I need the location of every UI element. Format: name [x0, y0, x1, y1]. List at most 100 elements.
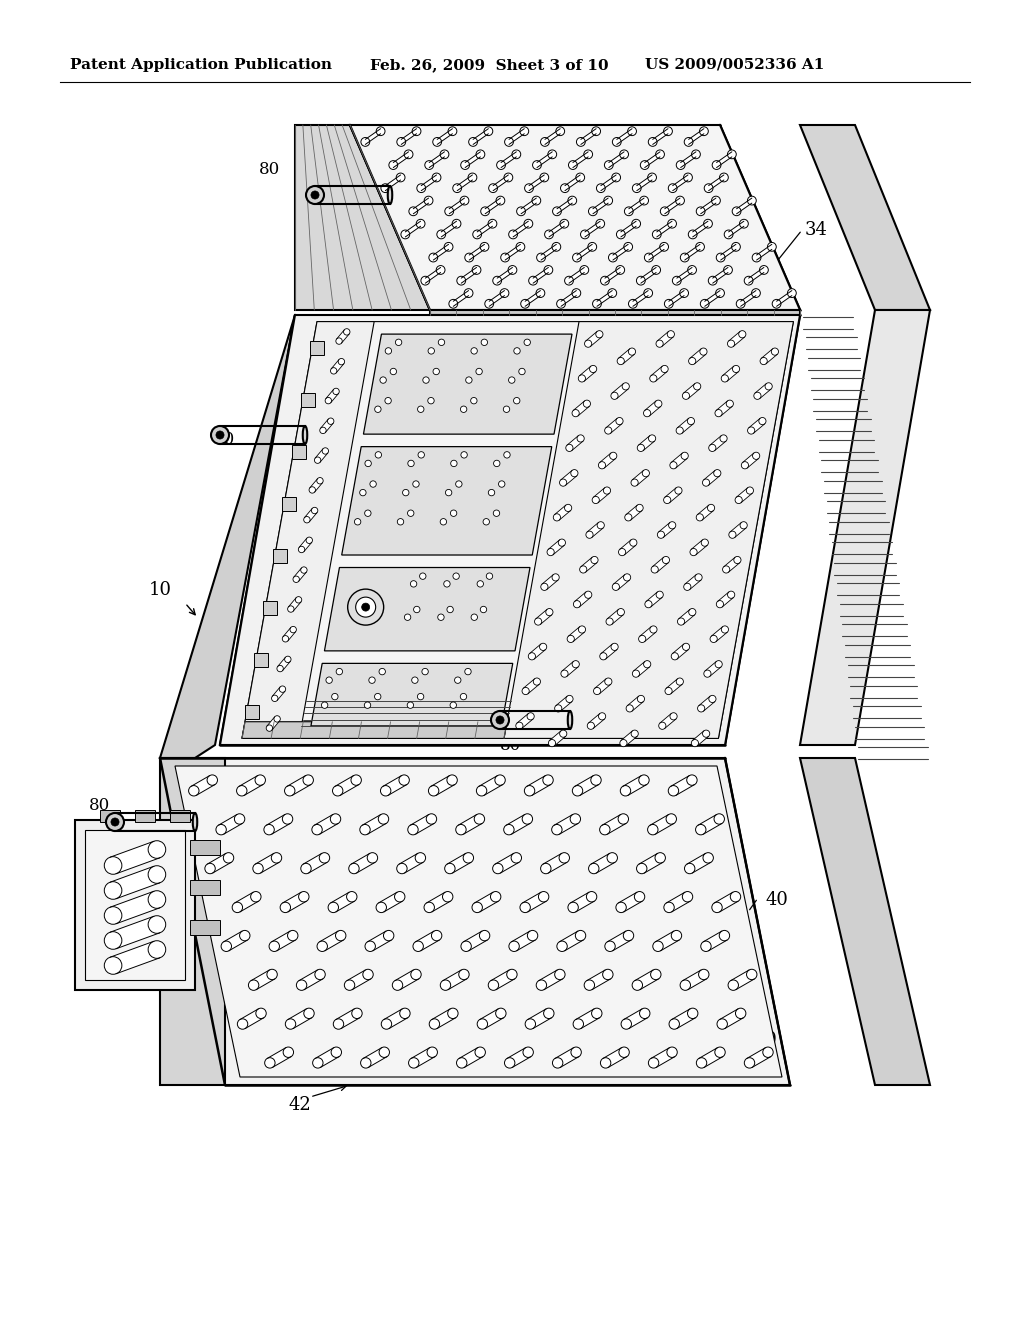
Circle shape [664, 127, 673, 136]
Polygon shape [749, 418, 765, 433]
Circle shape [618, 1047, 630, 1057]
Circle shape [408, 825, 418, 834]
Polygon shape [657, 331, 673, 346]
Circle shape [522, 813, 532, 824]
Circle shape [299, 891, 309, 902]
Circle shape [651, 566, 658, 573]
Circle shape [444, 863, 455, 874]
Circle shape [675, 487, 682, 494]
Circle shape [255, 775, 265, 785]
Circle shape [494, 461, 500, 467]
Circle shape [465, 668, 471, 675]
Circle shape [298, 546, 305, 553]
Circle shape [238, 1019, 248, 1030]
Circle shape [549, 739, 556, 747]
Circle shape [729, 531, 736, 539]
Circle shape [322, 702, 328, 709]
Circle shape [611, 643, 618, 651]
Polygon shape [170, 810, 190, 822]
Circle shape [306, 537, 312, 544]
Polygon shape [160, 758, 790, 1085]
Text: 10: 10 [148, 581, 171, 599]
Circle shape [314, 457, 321, 463]
Circle shape [754, 392, 761, 400]
Circle shape [629, 300, 637, 308]
Circle shape [413, 480, 419, 487]
Circle shape [461, 451, 467, 458]
Polygon shape [521, 198, 537, 214]
Text: 34: 34 [805, 220, 827, 239]
Circle shape [375, 407, 381, 412]
Circle shape [676, 161, 685, 169]
Circle shape [546, 609, 553, 615]
Polygon shape [425, 268, 440, 284]
Circle shape [712, 161, 721, 169]
Circle shape [668, 330, 675, 338]
Circle shape [368, 853, 378, 863]
Polygon shape [742, 453, 759, 469]
Circle shape [771, 348, 778, 355]
Circle shape [442, 891, 453, 902]
Circle shape [460, 197, 469, 205]
Circle shape [505, 1057, 515, 1068]
Circle shape [573, 1019, 584, 1030]
Circle shape [611, 173, 621, 182]
Polygon shape [283, 496, 296, 511]
Polygon shape [736, 488, 753, 503]
Circle shape [600, 276, 609, 285]
Circle shape [460, 693, 467, 700]
Polygon shape [572, 152, 588, 168]
Circle shape [651, 265, 660, 275]
Circle shape [688, 358, 695, 364]
Circle shape [555, 705, 562, 711]
Polygon shape [529, 176, 545, 190]
Circle shape [553, 1057, 563, 1068]
Polygon shape [315, 449, 328, 462]
Circle shape [703, 671, 711, 677]
Circle shape [571, 1047, 582, 1057]
Circle shape [276, 665, 284, 672]
Circle shape [555, 969, 565, 979]
Circle shape [148, 891, 166, 908]
Circle shape [409, 207, 418, 215]
Polygon shape [283, 627, 296, 640]
Polygon shape [110, 841, 160, 874]
Circle shape [631, 479, 638, 486]
Polygon shape [437, 128, 453, 144]
Circle shape [609, 453, 616, 459]
Circle shape [531, 197, 541, 205]
Circle shape [715, 409, 722, 417]
Circle shape [732, 366, 739, 372]
Polygon shape [190, 840, 220, 855]
Polygon shape [672, 1008, 695, 1028]
Circle shape [381, 183, 390, 193]
Circle shape [650, 375, 657, 381]
Circle shape [568, 161, 578, 169]
Polygon shape [295, 125, 430, 310]
Polygon shape [441, 222, 457, 236]
Circle shape [612, 137, 622, 147]
Circle shape [251, 891, 261, 902]
Circle shape [440, 150, 449, 158]
Polygon shape [581, 128, 596, 144]
Polygon shape [646, 591, 662, 607]
Circle shape [401, 230, 410, 239]
Circle shape [636, 504, 643, 512]
Polygon shape [337, 330, 349, 343]
Polygon shape [368, 931, 391, 950]
Circle shape [451, 510, 457, 516]
Circle shape [684, 863, 695, 874]
Circle shape [431, 931, 441, 941]
Circle shape [385, 347, 391, 354]
Circle shape [301, 566, 307, 573]
Circle shape [331, 368, 337, 374]
Circle shape [696, 1057, 707, 1068]
Circle shape [476, 368, 482, 375]
Circle shape [702, 730, 710, 738]
Polygon shape [629, 198, 644, 214]
Polygon shape [160, 315, 295, 758]
Circle shape [676, 678, 683, 685]
Circle shape [333, 1019, 344, 1030]
Circle shape [479, 931, 489, 941]
Polygon shape [267, 717, 280, 730]
